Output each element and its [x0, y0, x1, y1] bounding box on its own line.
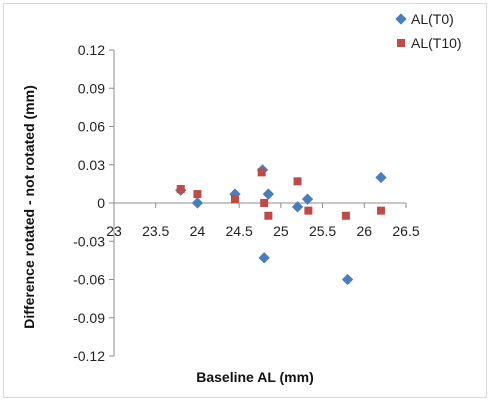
- y-tick-label: 0.06: [78, 119, 105, 135]
- data-point-al-t10: [341, 211, 350, 220]
- x-tick-label: 23.5: [142, 223, 169, 239]
- data-point-al-t10: [260, 199, 269, 207]
- data-point-al-t10: [176, 184, 185, 193]
- x-tick-label: 24.5: [226, 223, 253, 239]
- data-point-al-t10: [304, 206, 313, 215]
- y-tick-label: 0: [97, 195, 105, 211]
- x-tick-label: 26: [356, 223, 372, 239]
- data-point-al-t10: [230, 195, 239, 204]
- data-point-al-t10: [264, 211, 273, 220]
- chart-frame: [3, 3, 487, 398]
- y-tick-label: 0.03: [78, 157, 105, 173]
- data-point-al-t0: [191, 197, 204, 209]
- y-tick-label: 0.09: [78, 80, 105, 96]
- data-point-al-t0: [341, 273, 354, 286]
- y-tick-label: -0.03: [73, 233, 105, 249]
- x-tick-label: 25: [273, 223, 289, 239]
- x-axis-ticks: 23 23.5 24 24.5 25 25.5 26 26.5: [106, 203, 420, 239]
- x-tick-label: 25.5: [309, 223, 336, 239]
- x-axis-title: Baseline AL (mm): [196, 369, 313, 385]
- x-tick-label: 24: [190, 223, 206, 239]
- data-point-al-t10: [193, 190, 202, 199]
- x-tick-label: 26.5: [392, 223, 419, 239]
- data-point-al-t10: [257, 168, 266, 177]
- y-tick-label: -0.12: [73, 348, 105, 364]
- y-tick-label: 0.12: [78, 42, 105, 58]
- data-point-al-t10: [376, 206, 385, 215]
- data-point-al-t0: [375, 171, 387, 184]
- legend-marker-al-t10: [397, 39, 405, 47]
- legend-marker-al-t0: [395, 13, 407, 25]
- data-point-al-t10: [293, 177, 302, 186]
- legend-label-al-t0: AL(T0): [411, 11, 454, 27]
- legend: AL(T0) AL(T10): [395, 11, 462, 51]
- data-point-al-t0: [262, 188, 274, 200]
- x-tick-label: 23: [106, 223, 122, 239]
- y-tick-label: -0.09: [73, 310, 105, 326]
- y-axis-ticks: 0.12 0.09 0.06 0.03 0 -0.03 -0.06 -0.09 -0.12: [73, 42, 114, 364]
- data-point-al-t0: [258, 252, 270, 264]
- plot-area: 0.12 0.09 0.06 0.03 0 -0.03 -0.06 -0.09 -0.12 23…: [73, 42, 420, 364]
- y-tick-label: -0.06: [73, 272, 105, 288]
- y-axis-title: Difference rotated - not rotated (mm): [21, 85, 37, 328]
- legend-label-al-t10: AL(T10): [411, 35, 462, 51]
